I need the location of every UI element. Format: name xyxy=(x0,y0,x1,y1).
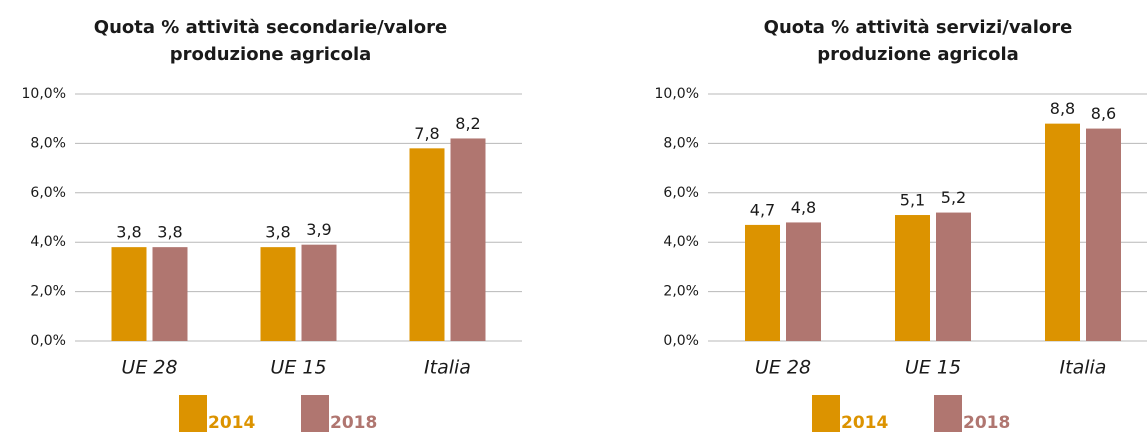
value-label: 4,8 xyxy=(791,198,816,217)
y-tick-label: 4,0% xyxy=(663,234,699,250)
legend-label: 2014 xyxy=(208,413,255,432)
x-tick-label: UE 28 xyxy=(755,357,811,379)
chart-title: Quota % attività servizi/valore xyxy=(764,17,1073,38)
x-tick-label: UE 15 xyxy=(270,357,326,379)
y-tick-label: 2,0% xyxy=(30,284,66,300)
y-tick-label: 0,0% xyxy=(30,333,66,349)
value-label: 8,2 xyxy=(455,114,480,133)
bar xyxy=(745,224,780,341)
legend-label: 2018 xyxy=(330,413,377,432)
legend-swatch xyxy=(301,395,329,432)
y-tick-label: 8,0% xyxy=(30,135,66,151)
y-tick-label: 6,0% xyxy=(30,185,66,201)
value-label: 3,8 xyxy=(157,223,182,242)
x-tick-label: Italia xyxy=(1060,357,1107,379)
chart-title: produzione agricola xyxy=(170,44,372,65)
chart-title: Quota % attività secondarie/valore xyxy=(94,17,447,38)
chart-title: produzione agricola xyxy=(817,44,1019,65)
value-label: 5,2 xyxy=(941,188,966,207)
value-label: 3,9 xyxy=(306,220,331,239)
bar xyxy=(409,148,445,341)
value-label: 7,8 xyxy=(414,124,439,143)
bar xyxy=(301,244,337,341)
y-tick-label: 2,0% xyxy=(663,284,699,300)
y-tick-label: 6,0% xyxy=(663,185,699,201)
legend-swatch xyxy=(812,395,840,432)
x-tick-label: UE 15 xyxy=(905,357,961,379)
value-label: 5,1 xyxy=(900,191,925,210)
bar xyxy=(450,138,486,341)
bar xyxy=(260,247,296,341)
value-label: 3,8 xyxy=(116,223,141,242)
value-label: 4,7 xyxy=(750,200,775,219)
x-tick-label: Italia xyxy=(424,357,471,379)
bar xyxy=(152,247,188,341)
bar xyxy=(936,212,971,341)
value-label: 3,8 xyxy=(265,223,290,242)
legend-label: 2014 xyxy=(841,413,888,432)
y-tick-label: 10,0% xyxy=(655,86,699,102)
legend-swatch xyxy=(179,395,207,432)
y-tick-label: 4,0% xyxy=(30,234,66,250)
legend-label: 2018 xyxy=(963,413,1010,432)
x-tick-label: UE 28 xyxy=(121,357,177,379)
y-tick-label: 0,0% xyxy=(663,333,699,349)
bar xyxy=(1045,123,1080,341)
legend-swatch xyxy=(934,395,962,432)
bar xyxy=(1086,128,1121,341)
value-label: 8,6 xyxy=(1091,104,1116,123)
value-label: 8,8 xyxy=(1050,99,1075,118)
bar xyxy=(111,247,147,341)
bar xyxy=(786,222,821,341)
bar xyxy=(895,215,930,341)
y-tick-label: 10,0% xyxy=(22,86,66,102)
y-tick-label: 8,0% xyxy=(663,135,699,151)
